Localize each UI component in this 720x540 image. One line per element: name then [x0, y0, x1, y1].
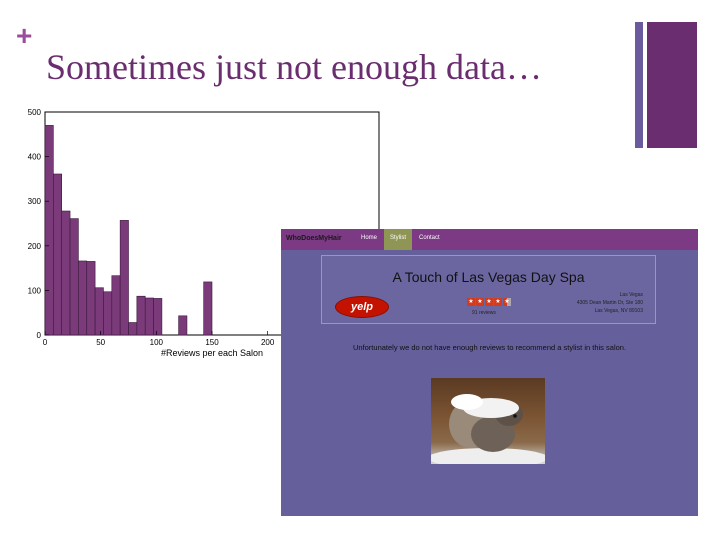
- histogram-bar: [53, 173, 62, 336]
- x-tick-label: 0: [43, 338, 48, 347]
- histogram-bar: [111, 275, 121, 336]
- address-line: 4305 Dean Martin Dr, Ste 180: [576, 300, 643, 306]
- yelp-logo[interactable]: yelp: [335, 296, 389, 318]
- no-reviews-message: Unfortunately we do not have enough revi…: [352, 343, 627, 352]
- nav-stylist[interactable]: Stylist: [384, 229, 412, 250]
- x-tick-label: 150: [205, 338, 219, 347]
- histogram-bar: [203, 281, 213, 336]
- x-tick-label: 100: [150, 338, 164, 347]
- address-line: Las Vegas: [619, 292, 643, 298]
- salon-name: A Touch of Las Vegas Day Spa: [392, 269, 585, 285]
- histogram-bar: [128, 322, 138, 336]
- site-brand[interactable]: WhoDoesMyHair: [286, 235, 342, 242]
- nav-contact[interactable]: Contact: [419, 235, 440, 241]
- star-icon: ★: [494, 298, 502, 306]
- histogram-bar: [86, 261, 96, 336]
- histogram-bar: [144, 297, 154, 336]
- histogram-bar: [103, 291, 113, 336]
- star-icon: ★: [485, 298, 493, 306]
- y-tick-label: 400: [28, 153, 42, 162]
- slide-plus: +: [16, 20, 33, 51]
- address-line: Las Vegas, NV 89103: [594, 308, 643, 314]
- review-count[interactable]: 91 reviews: [472, 310, 496, 316]
- x-axis-label: #Reviews per each Salon: [161, 348, 263, 358]
- y-tick-label: 100: [28, 286, 42, 295]
- rating-stars: ★ ★ ★ ★ ★: [467, 298, 511, 306]
- histogram-bar: [136, 295, 146, 336]
- star-icon: ★: [467, 298, 475, 306]
- reviews-histogram: 0 100 200 300 400 500 0 50 100 150 200 #Reviews p…: [28, 108, 380, 358]
- histogram-bar: [61, 210, 71, 336]
- nav-home[interactable]: Home: [361, 235, 378, 241]
- website-screenshot: WhoDoesMyHair Home Stylist Contact A Tou…: [281, 229, 698, 516]
- nav-stylist-label: Stylist: [390, 235, 407, 241]
- histogram-bar: [153, 298, 163, 336]
- star-icon: ★: [476, 298, 484, 306]
- x-tick-label: 200: [261, 338, 275, 347]
- y-tick-label: 200: [28, 242, 42, 251]
- half-star-icon: ★: [503, 298, 511, 306]
- decor-bar-left: [635, 22, 643, 148]
- salon-address: Las Vegas 4305 Dean Martin Dr, Ste 180 L…: [577, 291, 643, 315]
- salon-card: A Touch of Las Vegas Day Spa yelp ★ ★ ★ …: [321, 255, 656, 324]
- squirrel-photo: [431, 378, 545, 464]
- histogram-bar: [119, 220, 129, 336]
- histogram-bar: [94, 287, 104, 336]
- histogram-bar: [78, 260, 88, 336]
- slide-title: Sometimes just not enough data…: [46, 47, 542, 87]
- y-tick-label: 300: [28, 197, 42, 206]
- x-tick-label: 50: [96, 338, 105, 347]
- y-tick-label: 500: [28, 108, 42, 117]
- site-nav: WhoDoesMyHair Home Stylist Contact: [281, 229, 698, 250]
- histogram-bar: [69, 218, 79, 336]
- y-tick-label: 0: [37, 331, 42, 340]
- histogram-bar: [178, 315, 188, 336]
- decor-bar-right: [647, 22, 697, 148]
